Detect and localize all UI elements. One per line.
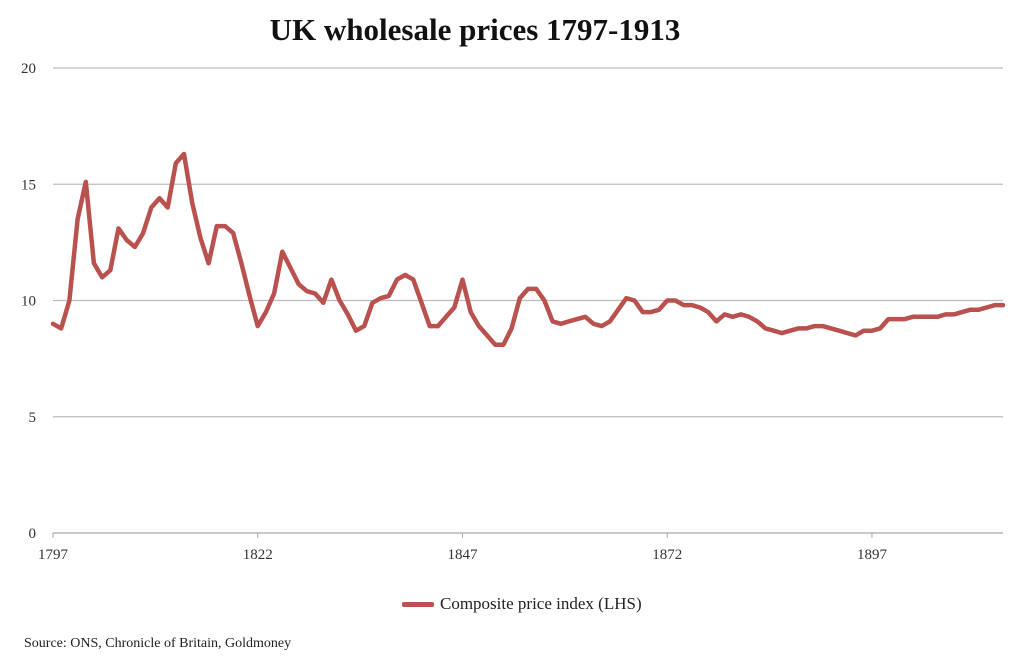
legend-label: Composite price index (LHS) — [440, 594, 642, 613]
x-tick-label: 1847 — [447, 547, 478, 563]
y-tick-label: 5 — [29, 410, 37, 426]
y-tick-label: 10 — [21, 294, 36, 310]
x-tick-label: 1822 — [243, 547, 273, 563]
legend-swatch — [402, 601, 434, 607]
series-lines — [50, 151, 1006, 347]
y-tick-label: 15 — [21, 177, 36, 193]
y-tick-label: 20 — [21, 61, 36, 77]
source-note: Source: ONS, Chronicle of Britain, Goldm… — [24, 636, 292, 651]
legend: Composite price index (LHS) — [402, 594, 642, 614]
x-tick-label: 1897 — [857, 547, 888, 563]
y-tick-label: 0 — [29, 526, 37, 542]
x-tick-label: 1872 — [652, 547, 682, 563]
y-axis-tick-labels: 0 5 10 15 20 — [21, 61, 36, 542]
gridlines — [53, 67, 1003, 534]
series-line-0 — [50, 151, 1006, 347]
chart-title: UK wholesale prices 1797-1913 — [269, 12, 681, 47]
x-axis-tick-labels: 1797 1822 1847 1872 1897 — [38, 533, 887, 563]
x-tick-label: 1797 — [38, 547, 69, 563]
